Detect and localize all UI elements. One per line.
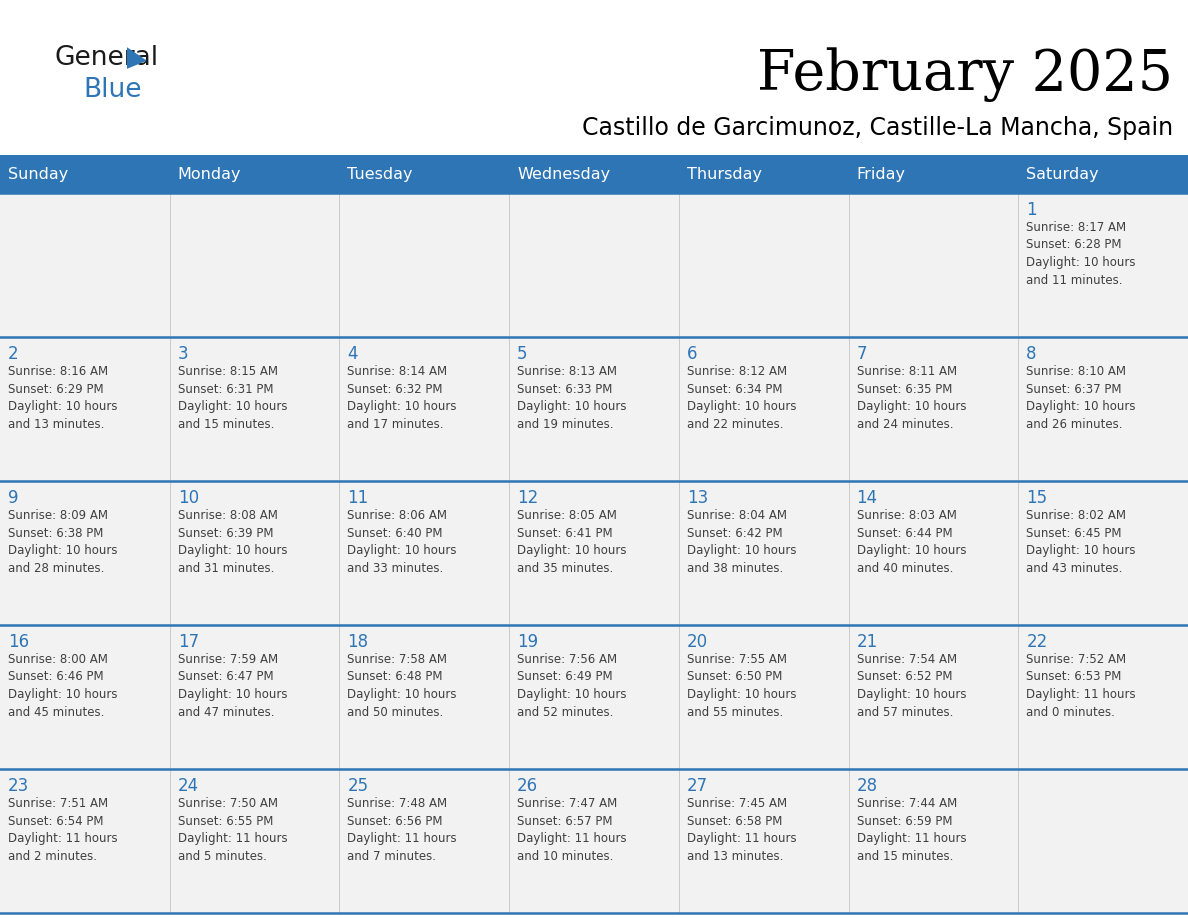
Text: Sunrise: 7:59 AM
Sunset: 6:47 PM
Daylight: 10 hours
and 47 minutes.: Sunrise: 7:59 AM Sunset: 6:47 PM Dayligh… xyxy=(178,653,287,719)
Text: 21: 21 xyxy=(857,633,878,651)
Text: 14: 14 xyxy=(857,489,878,507)
Text: 28: 28 xyxy=(857,777,878,795)
Text: 26: 26 xyxy=(517,777,538,795)
Text: 6: 6 xyxy=(687,345,697,363)
Bar xyxy=(0,625,1188,769)
Polygon shape xyxy=(127,47,147,69)
Text: 17: 17 xyxy=(178,633,198,651)
Text: Sunrise: 8:14 AM
Sunset: 6:32 PM
Daylight: 10 hours
and 17 minutes.: Sunrise: 8:14 AM Sunset: 6:32 PM Dayligh… xyxy=(347,365,457,431)
Text: 12: 12 xyxy=(517,489,538,507)
Text: Wednesday: Wednesday xyxy=(517,166,611,182)
Bar xyxy=(0,769,1188,913)
Text: 27: 27 xyxy=(687,777,708,795)
Text: Sunrise: 8:05 AM
Sunset: 6:41 PM
Daylight: 10 hours
and 35 minutes.: Sunrise: 8:05 AM Sunset: 6:41 PM Dayligh… xyxy=(517,509,626,575)
Bar xyxy=(0,481,1188,625)
Text: Sunrise: 8:06 AM
Sunset: 6:40 PM
Daylight: 10 hours
and 33 minutes.: Sunrise: 8:06 AM Sunset: 6:40 PM Dayligh… xyxy=(347,509,457,575)
Text: Sunrise: 8:00 AM
Sunset: 6:46 PM
Daylight: 10 hours
and 45 minutes.: Sunrise: 8:00 AM Sunset: 6:46 PM Dayligh… xyxy=(8,653,118,719)
Text: Monday: Monday xyxy=(178,166,241,182)
Text: Sunday: Sunday xyxy=(8,166,68,182)
Text: Sunrise: 7:47 AM
Sunset: 6:57 PM
Daylight: 11 hours
and 10 minutes.: Sunrise: 7:47 AM Sunset: 6:57 PM Dayligh… xyxy=(517,797,627,863)
Text: General: General xyxy=(55,45,159,71)
Text: Tuesday: Tuesday xyxy=(347,166,413,182)
Text: 1: 1 xyxy=(1026,201,1037,219)
Text: February 2025: February 2025 xyxy=(757,48,1173,103)
Text: Sunrise: 7:55 AM
Sunset: 6:50 PM
Daylight: 10 hours
and 55 minutes.: Sunrise: 7:55 AM Sunset: 6:50 PM Dayligh… xyxy=(687,653,796,719)
Text: 11: 11 xyxy=(347,489,368,507)
Text: Sunrise: 7:56 AM
Sunset: 6:49 PM
Daylight: 10 hours
and 52 minutes.: Sunrise: 7:56 AM Sunset: 6:49 PM Dayligh… xyxy=(517,653,626,719)
Text: 7: 7 xyxy=(857,345,867,363)
Text: Sunrise: 7:50 AM
Sunset: 6:55 PM
Daylight: 11 hours
and 5 minutes.: Sunrise: 7:50 AM Sunset: 6:55 PM Dayligh… xyxy=(178,797,287,863)
Bar xyxy=(0,193,1188,337)
Text: Sunrise: 8:12 AM
Sunset: 6:34 PM
Daylight: 10 hours
and 22 minutes.: Sunrise: 8:12 AM Sunset: 6:34 PM Dayligh… xyxy=(687,365,796,431)
Text: Sunrise: 8:10 AM
Sunset: 6:37 PM
Daylight: 10 hours
and 26 minutes.: Sunrise: 8:10 AM Sunset: 6:37 PM Dayligh… xyxy=(1026,365,1136,431)
Text: Blue: Blue xyxy=(83,77,141,103)
Text: 3: 3 xyxy=(178,345,189,363)
Text: 4: 4 xyxy=(347,345,358,363)
Text: Sunrise: 8:15 AM
Sunset: 6:31 PM
Daylight: 10 hours
and 15 minutes.: Sunrise: 8:15 AM Sunset: 6:31 PM Dayligh… xyxy=(178,365,287,431)
Bar xyxy=(0,337,1188,481)
Text: 23: 23 xyxy=(8,777,30,795)
Text: 24: 24 xyxy=(178,777,198,795)
Text: Sunrise: 8:16 AM
Sunset: 6:29 PM
Daylight: 10 hours
and 13 minutes.: Sunrise: 8:16 AM Sunset: 6:29 PM Dayligh… xyxy=(8,365,118,431)
Text: 9: 9 xyxy=(8,489,19,507)
Text: Sunrise: 8:17 AM
Sunset: 6:28 PM
Daylight: 10 hours
and 11 minutes.: Sunrise: 8:17 AM Sunset: 6:28 PM Dayligh… xyxy=(1026,221,1136,286)
Text: 20: 20 xyxy=(687,633,708,651)
Text: Sunrise: 8:04 AM
Sunset: 6:42 PM
Daylight: 10 hours
and 38 minutes.: Sunrise: 8:04 AM Sunset: 6:42 PM Dayligh… xyxy=(687,509,796,575)
Text: Sunrise: 8:09 AM
Sunset: 6:38 PM
Daylight: 10 hours
and 28 minutes.: Sunrise: 8:09 AM Sunset: 6:38 PM Dayligh… xyxy=(8,509,118,575)
Text: Sunrise: 7:54 AM
Sunset: 6:52 PM
Daylight: 10 hours
and 57 minutes.: Sunrise: 7:54 AM Sunset: 6:52 PM Dayligh… xyxy=(857,653,966,719)
Text: Sunrise: 8:03 AM
Sunset: 6:44 PM
Daylight: 10 hours
and 40 minutes.: Sunrise: 8:03 AM Sunset: 6:44 PM Dayligh… xyxy=(857,509,966,575)
Text: Saturday: Saturday xyxy=(1026,166,1099,182)
Text: 22: 22 xyxy=(1026,633,1048,651)
Text: Castillo de Garcimunoz, Castille-La Mancha, Spain: Castillo de Garcimunoz, Castille-La Manc… xyxy=(582,116,1173,140)
Text: Sunrise: 7:58 AM
Sunset: 6:48 PM
Daylight: 10 hours
and 50 minutes.: Sunrise: 7:58 AM Sunset: 6:48 PM Dayligh… xyxy=(347,653,457,719)
Text: Sunrise: 8:11 AM
Sunset: 6:35 PM
Daylight: 10 hours
and 24 minutes.: Sunrise: 8:11 AM Sunset: 6:35 PM Dayligh… xyxy=(857,365,966,431)
Text: 13: 13 xyxy=(687,489,708,507)
Text: 2: 2 xyxy=(8,345,19,363)
Text: 25: 25 xyxy=(347,777,368,795)
Text: Sunrise: 7:48 AM
Sunset: 6:56 PM
Daylight: 11 hours
and 7 minutes.: Sunrise: 7:48 AM Sunset: 6:56 PM Dayligh… xyxy=(347,797,457,863)
Text: Friday: Friday xyxy=(857,166,905,182)
Text: 18: 18 xyxy=(347,633,368,651)
Text: 8: 8 xyxy=(1026,345,1037,363)
Text: 15: 15 xyxy=(1026,489,1048,507)
Text: Sunrise: 8:02 AM
Sunset: 6:45 PM
Daylight: 10 hours
and 43 minutes.: Sunrise: 8:02 AM Sunset: 6:45 PM Dayligh… xyxy=(1026,509,1136,575)
Text: Sunrise: 7:51 AM
Sunset: 6:54 PM
Daylight: 11 hours
and 2 minutes.: Sunrise: 7:51 AM Sunset: 6:54 PM Dayligh… xyxy=(8,797,118,863)
Text: Sunrise: 7:45 AM
Sunset: 6:58 PM
Daylight: 11 hours
and 13 minutes.: Sunrise: 7:45 AM Sunset: 6:58 PM Dayligh… xyxy=(687,797,796,863)
Text: Sunrise: 7:44 AM
Sunset: 6:59 PM
Daylight: 11 hours
and 15 minutes.: Sunrise: 7:44 AM Sunset: 6:59 PM Dayligh… xyxy=(857,797,966,863)
Text: 5: 5 xyxy=(517,345,527,363)
Text: 10: 10 xyxy=(178,489,198,507)
Text: Sunrise: 8:13 AM
Sunset: 6:33 PM
Daylight: 10 hours
and 19 minutes.: Sunrise: 8:13 AM Sunset: 6:33 PM Dayligh… xyxy=(517,365,626,431)
Text: Sunrise: 7:52 AM
Sunset: 6:53 PM
Daylight: 11 hours
and 0 minutes.: Sunrise: 7:52 AM Sunset: 6:53 PM Dayligh… xyxy=(1026,653,1136,719)
Text: Thursday: Thursday xyxy=(687,166,762,182)
Text: 16: 16 xyxy=(8,633,30,651)
Bar xyxy=(0,155,1188,193)
Text: 19: 19 xyxy=(517,633,538,651)
Text: Sunrise: 8:08 AM
Sunset: 6:39 PM
Daylight: 10 hours
and 31 minutes.: Sunrise: 8:08 AM Sunset: 6:39 PM Dayligh… xyxy=(178,509,287,575)
